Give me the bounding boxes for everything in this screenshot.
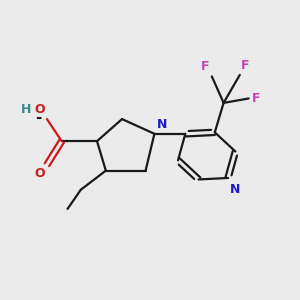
Text: O: O [34,103,45,116]
Text: F: F [241,59,250,72]
Text: O: O [34,167,45,180]
Text: F: F [252,92,260,105]
Text: -: - [35,110,42,125]
Text: F: F [201,60,210,74]
Text: N: N [230,183,240,196]
Text: H: H [20,103,31,116]
Text: N: N [158,118,168,131]
